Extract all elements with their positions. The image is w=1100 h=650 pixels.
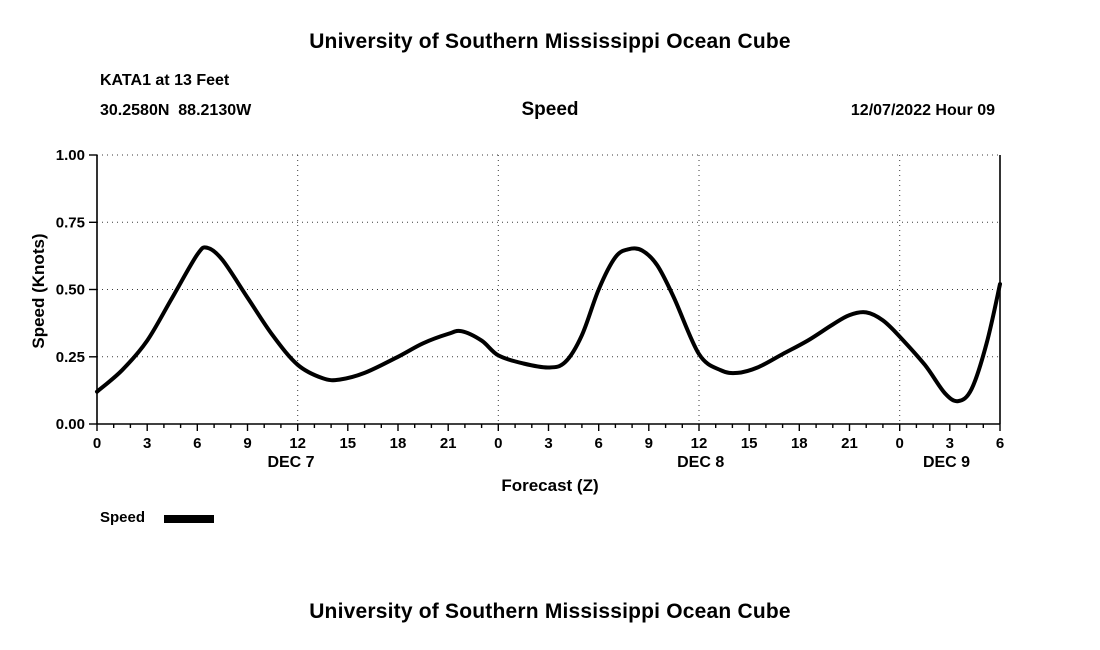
x-tick-label: 21 bbox=[440, 435, 457, 452]
x-tick-label: 3 bbox=[544, 435, 552, 452]
page-title: University of Southern Mississippi Ocean… bbox=[309, 30, 791, 53]
x-tick-label: 9 bbox=[243, 435, 251, 452]
chart-title: Speed bbox=[521, 99, 579, 120]
x-tick-label: 15 bbox=[741, 435, 758, 452]
y-tick-label: 0.75 bbox=[56, 214, 85, 231]
speed-line-chart: 0.00 0.25 0.50 0.75 1.00 0 3 6 9 12 15 18 21 0 3 6 9 12 15… bbox=[56, 147, 1004, 471]
y-tick-label: 0.00 bbox=[56, 416, 85, 433]
x-tick-label: 12 bbox=[691, 435, 708, 452]
date-label: DEC 7 bbox=[267, 454, 314, 471]
x-tick-label: 15 bbox=[339, 435, 356, 452]
x-tick-label: 12 bbox=[289, 435, 306, 452]
x-tick-label: 0 bbox=[494, 435, 502, 452]
x-axis-label: Forecast (Z) bbox=[501, 476, 599, 495]
footer-title: University of Southern Mississippi Ocean… bbox=[309, 600, 791, 623]
legend-line-swatch bbox=[164, 515, 214, 523]
y-tick-label: 0.25 bbox=[56, 349, 85, 366]
date-label: DEC 9 bbox=[923, 454, 970, 471]
station-label: KATA1 at 13 Feet bbox=[100, 72, 230, 89]
x-tick-label: 6 bbox=[595, 435, 603, 452]
y-tick-label: 0.50 bbox=[56, 282, 85, 299]
legend-label: Speed bbox=[100, 509, 146, 526]
x-tick-label: 6 bbox=[193, 435, 201, 452]
x-tick-label: 18 bbox=[791, 435, 808, 452]
station-coordinates: 30.2580N 88.2130W bbox=[100, 102, 252, 119]
x-tick-label: 3 bbox=[946, 435, 954, 452]
x-tick-label: 3 bbox=[143, 435, 151, 452]
y-tick-label: 1.00 bbox=[56, 147, 85, 164]
x-tick-label: 9 bbox=[645, 435, 653, 452]
speed-series-line bbox=[95, 245, 1002, 404]
x-tick-label: 0 bbox=[93, 435, 101, 452]
run-datetime: 12/07/2022 Hour 09 bbox=[850, 102, 995, 119]
x-tick-label: 18 bbox=[390, 435, 407, 452]
x-tick-label: 6 bbox=[996, 435, 1004, 452]
x-tick-label: 0 bbox=[896, 435, 904, 452]
x-tick-label: 21 bbox=[841, 435, 858, 452]
date-label: DEC 8 bbox=[677, 454, 724, 471]
